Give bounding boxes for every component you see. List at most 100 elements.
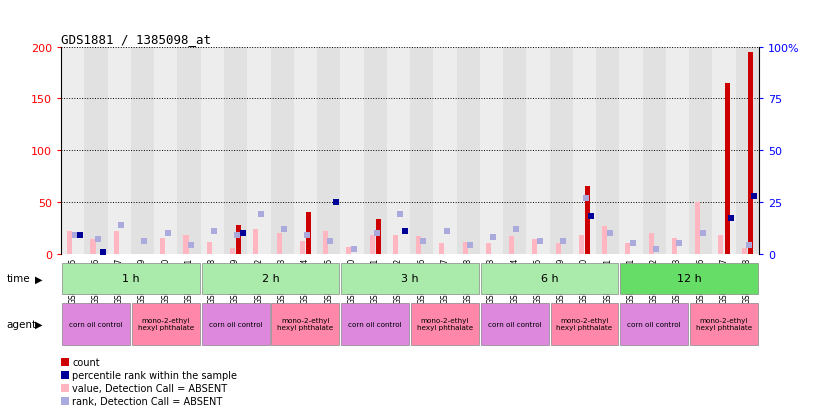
Text: 12 h: 12 h (676, 274, 702, 284)
Text: 2 h: 2 h (262, 274, 279, 284)
Text: 3 h: 3 h (401, 274, 419, 284)
Bar (602, 226, 607, 254)
Bar (387, 47, 410, 254)
Bar (62, 263, 200, 294)
Bar (323, 231, 328, 254)
Bar (551, 303, 619, 345)
Bar (113, 231, 119, 254)
Text: time: time (7, 274, 30, 284)
Bar (526, 47, 549, 254)
Bar (532, 240, 538, 254)
Bar (206, 243, 212, 254)
Bar (416, 236, 421, 254)
Bar (131, 47, 154, 254)
Bar (689, 47, 712, 254)
Bar (619, 47, 642, 254)
Bar (108, 47, 131, 254)
Bar (690, 303, 758, 345)
Bar (410, 47, 433, 254)
Text: ▶: ▶ (35, 319, 42, 329)
Bar (272, 303, 339, 345)
Bar (62, 303, 130, 345)
Text: mono-2-ethyl
hexyl phthalate: mono-2-ethyl hexyl phthalate (277, 318, 334, 331)
Bar (132, 303, 200, 345)
Bar (61, 47, 84, 254)
Bar (620, 263, 758, 294)
Text: corn oil control: corn oil control (69, 321, 123, 327)
Bar (625, 244, 631, 254)
Text: corn oil control: corn oil control (209, 321, 263, 327)
Bar (299, 242, 305, 254)
Bar (154, 47, 177, 254)
Bar (556, 244, 561, 254)
Bar (718, 235, 724, 254)
Text: percentile rank within the sample: percentile rank within the sample (73, 370, 237, 380)
Text: mono-2-ethyl
hexyl phthalate: mono-2-ethyl hexyl phthalate (696, 318, 752, 331)
Bar (620, 303, 688, 345)
Text: value, Detection Call = ABSENT: value, Detection Call = ABSENT (73, 383, 228, 393)
Bar (480, 47, 503, 254)
Bar (247, 47, 270, 254)
Text: 6 h: 6 h (541, 274, 558, 284)
Bar (666, 47, 689, 254)
Bar (294, 47, 317, 254)
Bar (463, 243, 468, 254)
Text: corn oil control: corn oil control (488, 321, 542, 327)
Bar (306, 213, 311, 254)
Bar (695, 202, 700, 254)
Bar (433, 47, 456, 254)
Text: corn oil control: corn oil control (348, 321, 402, 327)
Bar (672, 238, 677, 254)
Bar (439, 244, 445, 254)
Bar (747, 53, 753, 254)
Bar (725, 83, 730, 254)
Bar (642, 47, 666, 254)
Bar (84, 47, 108, 254)
Bar (712, 47, 735, 254)
Bar (363, 47, 387, 254)
Bar (253, 229, 259, 254)
Bar (509, 236, 514, 254)
Bar (230, 249, 235, 254)
Bar (579, 235, 584, 254)
Bar (317, 47, 340, 254)
Bar (224, 47, 247, 254)
Bar (341, 303, 409, 345)
Bar (177, 47, 201, 254)
Bar (486, 244, 491, 254)
Bar (549, 47, 573, 254)
Bar (573, 47, 596, 254)
Bar (503, 47, 526, 254)
Bar (649, 233, 654, 254)
Bar (596, 47, 619, 254)
Bar (481, 263, 619, 294)
Text: 1 h: 1 h (122, 274, 140, 284)
Text: count: count (73, 357, 100, 368)
Bar (91, 240, 95, 254)
Text: GDS1881 / 1385098_at: GDS1881 / 1385098_at (61, 33, 211, 45)
Text: rank, Detection Call = ABSENT: rank, Detection Call = ABSENT (73, 396, 223, 406)
Bar (202, 263, 339, 294)
Text: agent: agent (7, 319, 37, 329)
Bar (160, 238, 166, 254)
Bar (375, 220, 381, 254)
Bar (67, 231, 73, 254)
Bar (411, 303, 479, 345)
Bar (346, 248, 352, 254)
Bar (184, 235, 188, 254)
Bar (277, 233, 282, 254)
Text: mono-2-ethyl
hexyl phthalate: mono-2-ethyl hexyl phthalate (417, 318, 473, 331)
Bar (202, 303, 269, 345)
Text: mono-2-ethyl
hexyl phthalate: mono-2-ethyl hexyl phthalate (138, 318, 194, 331)
Bar (340, 47, 363, 254)
Bar (201, 47, 224, 254)
Bar (585, 187, 590, 254)
Text: ▶: ▶ (35, 274, 42, 284)
Bar (370, 235, 375, 254)
Text: mono-2-ethyl
hexyl phthalate: mono-2-ethyl hexyl phthalate (557, 318, 613, 331)
Bar (236, 225, 242, 254)
Bar (392, 235, 398, 254)
Bar (742, 249, 747, 254)
Bar (341, 263, 479, 294)
Bar (481, 303, 548, 345)
